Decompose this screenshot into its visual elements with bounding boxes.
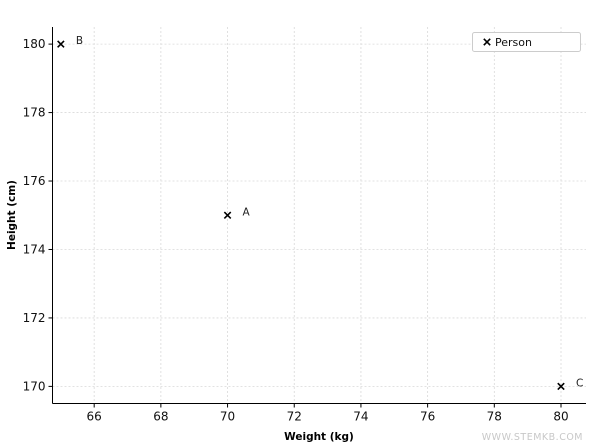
x-tick-label: 78 [487,410,502,424]
axes [52,27,586,404]
y-tick-label: 174 [23,242,46,256]
point-label-b: B [76,35,83,47]
y-tick-label: 178 [23,106,46,120]
legend-x-marker [483,38,491,46]
legend: Person [472,32,581,52]
legend-label: Person [495,36,532,49]
data-points: A B C [57,35,583,391]
data-point-b [57,40,65,48]
x-tick-label: 80 [553,410,568,424]
y-tick-label: 170 [23,379,46,393]
data-point-c [557,382,565,391]
y-tick-label: 176 [23,174,46,188]
y-tick-label: 172 [23,311,46,325]
y-axis-label: Height (cm) [6,180,18,250]
marker-stroke [223,211,232,220]
x-tick-label: 76 [420,410,435,424]
x-tick-label: 70 [220,410,235,424]
legend-marker-x-icon [483,38,491,46]
watermark: WWW.STEMKB.COM [482,432,583,443]
x-tick-label: 72 [287,410,302,424]
point-label-a: A [243,206,251,218]
legend-box [472,32,581,52]
grid [52,27,586,404]
data-point-a [223,211,232,220]
x-tick-label: 66 [87,410,102,424]
x-tick-label: 68 [153,410,168,424]
x-axis-label: Weight (kg) [284,431,354,443]
marker-stroke [557,382,565,391]
point-label-c: C [576,377,583,389]
ticks: 66 68 70 72 74 76 78 80 170 172 174 176 178 180 [23,37,569,423]
marker-stroke [57,40,65,48]
x-tick-label: 74 [353,410,368,424]
y-tick-label: 180 [23,37,46,51]
marker-stroke [483,38,491,46]
